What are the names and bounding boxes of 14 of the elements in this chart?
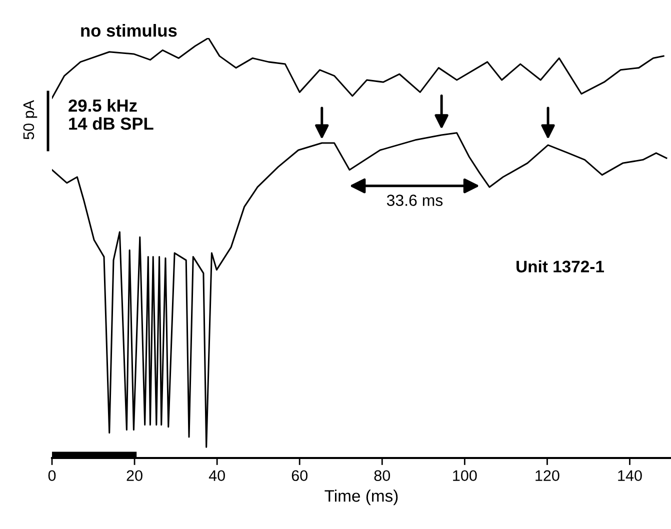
series-label: no stimulus — [81, 24, 177, 37]
x-tick-label: 80 — [374, 470, 390, 482]
x-tick-label: 120 — [536, 470, 560, 482]
x-tick-label: 140 — [618, 470, 642, 482]
x-tick-label: 60 — [292, 470, 308, 482]
annotation: Unit 1372-1 — [516, 260, 604, 272]
x-axis-title: Time (ms) — [324, 490, 398, 506]
x-tick-label: 40 — [208, 470, 225, 482]
x-tick-label: 20 — [126, 470, 142, 482]
text: 29.5 kHz 14 dB SPL — [68, 99, 154, 130]
x-tick-label: 100 — [453, 470, 477, 482]
x-tick-label: 0 — [48, 470, 56, 482]
annotation: 33.6 ms — [386, 194, 443, 206]
text: 50 pA — [23, 100, 38, 140]
